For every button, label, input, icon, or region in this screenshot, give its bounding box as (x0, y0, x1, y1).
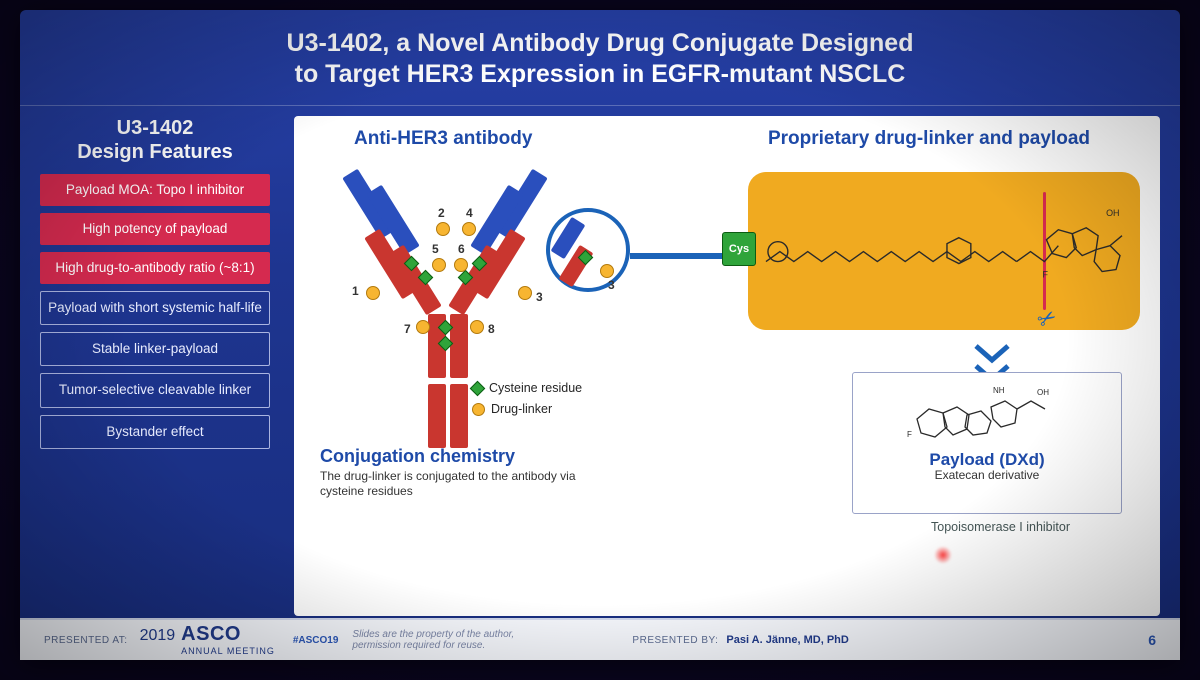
payload-molecule-icon: F OH NH (897, 379, 1077, 441)
lens-glare (934, 546, 952, 564)
conjugation-chemistry: Conjugation chemistry The drug-linker is… (320, 446, 620, 500)
druglinker-icon (454, 258, 468, 272)
payload-box: F OH NH Payload (DXd) Exatecan derivativ… (852, 372, 1122, 514)
dl-number: 2 (438, 206, 445, 220)
druglinker-swatch (472, 403, 485, 416)
dl-number: 3 (536, 290, 543, 304)
features-title: U3-1402 Design Features (40, 116, 270, 164)
title-line-1: U3-1402, a Novel Antibody Drug Conjugate… (60, 28, 1140, 59)
druglinker-icon (518, 286, 532, 300)
slide-footer: PRESENTED AT: 2019 ASCO ANNUAL MEETING #… (20, 618, 1180, 660)
title-line-2: to Target HER3 Expression in EGFR-mutant… (60, 59, 1140, 90)
antibody-stem (450, 314, 468, 378)
feature-item: Tumor-selective cleavable linker (40, 373, 270, 407)
footer-note: Slides are the property of the author, p… (352, 629, 552, 651)
feature-item: High potency of payload (40, 213, 270, 245)
linker-chemistry-icon: OH F (760, 182, 1128, 321)
svg-text:F: F (1042, 269, 1048, 279)
druglinker-icon (432, 258, 446, 272)
dl-number: 1 (352, 284, 359, 298)
page-number: 6 (1148, 632, 1156, 648)
svg-text:NH: NH (993, 386, 1005, 395)
design-features-panel: U3-1402 Design Features Payload MOA: Top… (20, 106, 288, 616)
presented-at-label: PRESENTED AT: (44, 635, 128, 646)
dl-number: 8 (488, 322, 495, 336)
svg-text:F: F (907, 430, 912, 439)
legend-druglinker: Drug-linker (491, 402, 552, 416)
svg-text:OH: OH (1106, 207, 1119, 217)
proprietary-heading: Proprietary drug-linker and payload (768, 128, 1090, 150)
dl-number: 4 (466, 206, 473, 220)
legend-cysteine: Cysteine residue (489, 381, 582, 395)
druglinker-icon (462, 222, 476, 236)
feature-item: High drug-to-antibody ratio (~8:1) (40, 252, 270, 284)
feature-item: Stable linker-payload (40, 332, 270, 366)
feature-item: Payload MOA: Topo I inhibitor (40, 174, 270, 206)
anti-her3-heading: Anti-HER3 antibody (354, 128, 532, 150)
cysteine-swatch (470, 380, 486, 396)
payload-sub: Exatecan derivative (861, 468, 1113, 482)
conjugation-title: Conjugation chemistry (320, 446, 620, 467)
feature-item: Bystander effect (40, 415, 270, 449)
conjugation-text: The drug-linker is conjugated to the ant… (320, 469, 620, 500)
dl-number: 7 (404, 322, 411, 336)
linker-payload-panel: Cys ✂ OH F (748, 172, 1140, 330)
feature-item: Payload with short systemic half-life (40, 291, 270, 325)
antibody-stem (450, 384, 468, 448)
slide-title: U3-1402, a Novel Antibody Drug Conjugate… (20, 10, 1180, 106)
antibody-legend: Cysteine residue Drug-linker (472, 378, 582, 421)
payload-footnote: Topoisomerase I inhibitor (931, 520, 1070, 534)
druglinker-icon (366, 286, 380, 300)
slide: U3-1402, a Novel Antibody Drug Conjugate… (20, 10, 1180, 660)
dl-number: 6 (458, 242, 465, 256)
presented-by-label: PRESENTED BY: (632, 635, 718, 646)
druglinker-icon (470, 320, 484, 334)
svg-text:OH: OH (1037, 388, 1049, 397)
presenter: Pasi A. Jänne, MD, PhD (726, 634, 848, 646)
antibody-stem (428, 384, 446, 448)
druglinker-icon (436, 222, 450, 236)
dl-number: 5 (432, 242, 439, 256)
hashtag: #ASCO19 (293, 635, 339, 646)
cys-tag: Cys (722, 232, 756, 266)
features-list: Payload MOA: Topo I inhibitor High potenc… (40, 174, 270, 449)
payload-label: Payload (DXd) (861, 450, 1113, 470)
content-row: U3-1402 Design Features Payload MOA: Top… (20, 106, 1180, 616)
asco-logo: 2019 ASCO ANNUAL MEETING (140, 623, 275, 657)
druglinker-icon (416, 320, 430, 334)
diagram-panel: Anti-HER3 antibody Proprietary drug-link… (294, 116, 1160, 616)
magnifier: 3 (546, 208, 630, 292)
